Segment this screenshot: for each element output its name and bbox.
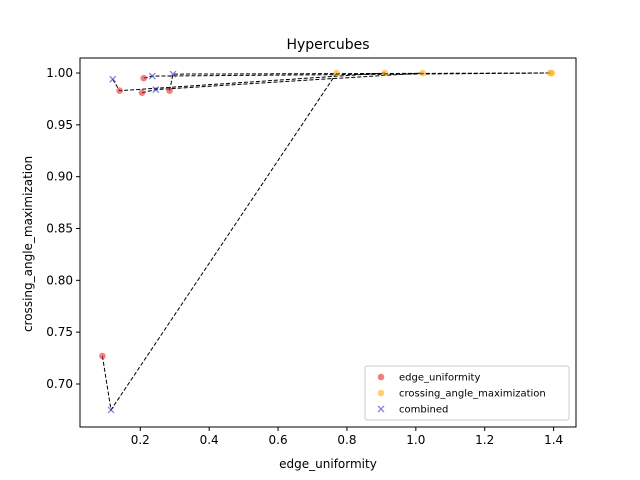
y-tick-label: 1.00: [46, 66, 73, 80]
data-markers: [99, 69, 556, 414]
x-tick-label: 0.2: [131, 433, 150, 447]
point-combined-3: [148, 72, 156, 80]
x-tick-label: 0.8: [337, 433, 356, 447]
legend-marker-combined: [377, 405, 385, 413]
legend: edge_uniformity crossing_angle_maximizati…: [364, 365, 570, 421]
legend-label-combined: combined: [399, 405, 448, 416]
legend-label-crossing_angle_maximization: crossing_angle_maximization: [399, 389, 546, 400]
x-axis-ticks: 0.2 0.4 0.6 0.8 1.0 1.2 1.4: [131, 427, 563, 447]
y-tick-label: 0.75: [46, 325, 73, 339]
legend-marker-edge_uniformity: [377, 373, 385, 381]
x-tick-label: 1.2: [475, 433, 494, 447]
y-tick-label: 0.70: [46, 377, 73, 391]
point-edge_uniformity-5: [166, 87, 173, 94]
legend-label-edge_uniformity: edge_uniformity: [399, 373, 480, 384]
point-edge_uniformity-1: [99, 352, 106, 360]
point-edge_uniformity-2: [116, 87, 123, 94]
point-edge_uniformity-3: [138, 89, 146, 97]
point-crossing_angle_maximization-2: [381, 69, 389, 77]
point-combined-5: [169, 70, 177, 78]
y-tick-label: 0.80: [46, 273, 73, 287]
y-axis-ticks: 0.70 0.75 0.80 0.85 0.90 0.95 1.00: [46, 66, 80, 391]
point-combined-2: [109, 75, 117, 83]
y-tick-label: 0.85: [46, 222, 73, 236]
legend-marker-crossing_angle_maximization: [377, 389, 385, 397]
point-combined-4: [152, 86, 160, 94]
x-tick-label: 0.4: [200, 433, 219, 447]
chart-title: Hypercubes: [286, 37, 369, 53]
point-crossing_angle_maximization-5: [548, 69, 556, 77]
plot-frame: [79, 57, 577, 428]
point-combined-1: [107, 406, 115, 414]
y-tick-label: 0.90: [46, 170, 73, 184]
point-crossing_angle_maximization-3: [419, 69, 427, 77]
point-crossing_angle_maximization-1: [333, 69, 340, 77]
x-tick-label: 1.4: [544, 433, 563, 447]
x-axis-label: edge_uniformity: [279, 457, 377, 471]
x-tick-label: 0.6: [269, 433, 288, 447]
y-axis-label: crossing_angle_maximization: [21, 156, 35, 332]
y-tick-label: 0.95: [46, 118, 73, 132]
point-edge_uniformity-4: [140, 74, 148, 82]
legend-box: [364, 365, 570, 421]
x-tick-label: 1.0: [406, 433, 425, 447]
